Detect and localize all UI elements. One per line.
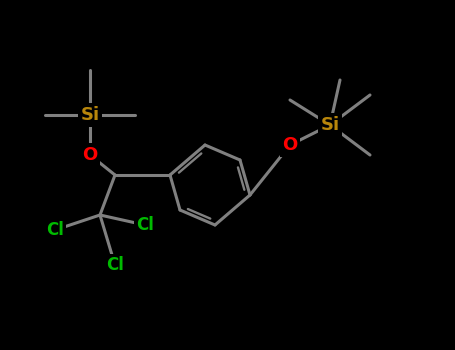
Text: Cl: Cl bbox=[106, 256, 124, 274]
Text: Cl: Cl bbox=[136, 216, 154, 234]
Text: Si: Si bbox=[81, 106, 100, 124]
Text: Si: Si bbox=[320, 116, 339, 134]
Text: O: O bbox=[82, 146, 98, 164]
Text: Cl: Cl bbox=[46, 221, 64, 239]
Text: O: O bbox=[283, 136, 298, 154]
